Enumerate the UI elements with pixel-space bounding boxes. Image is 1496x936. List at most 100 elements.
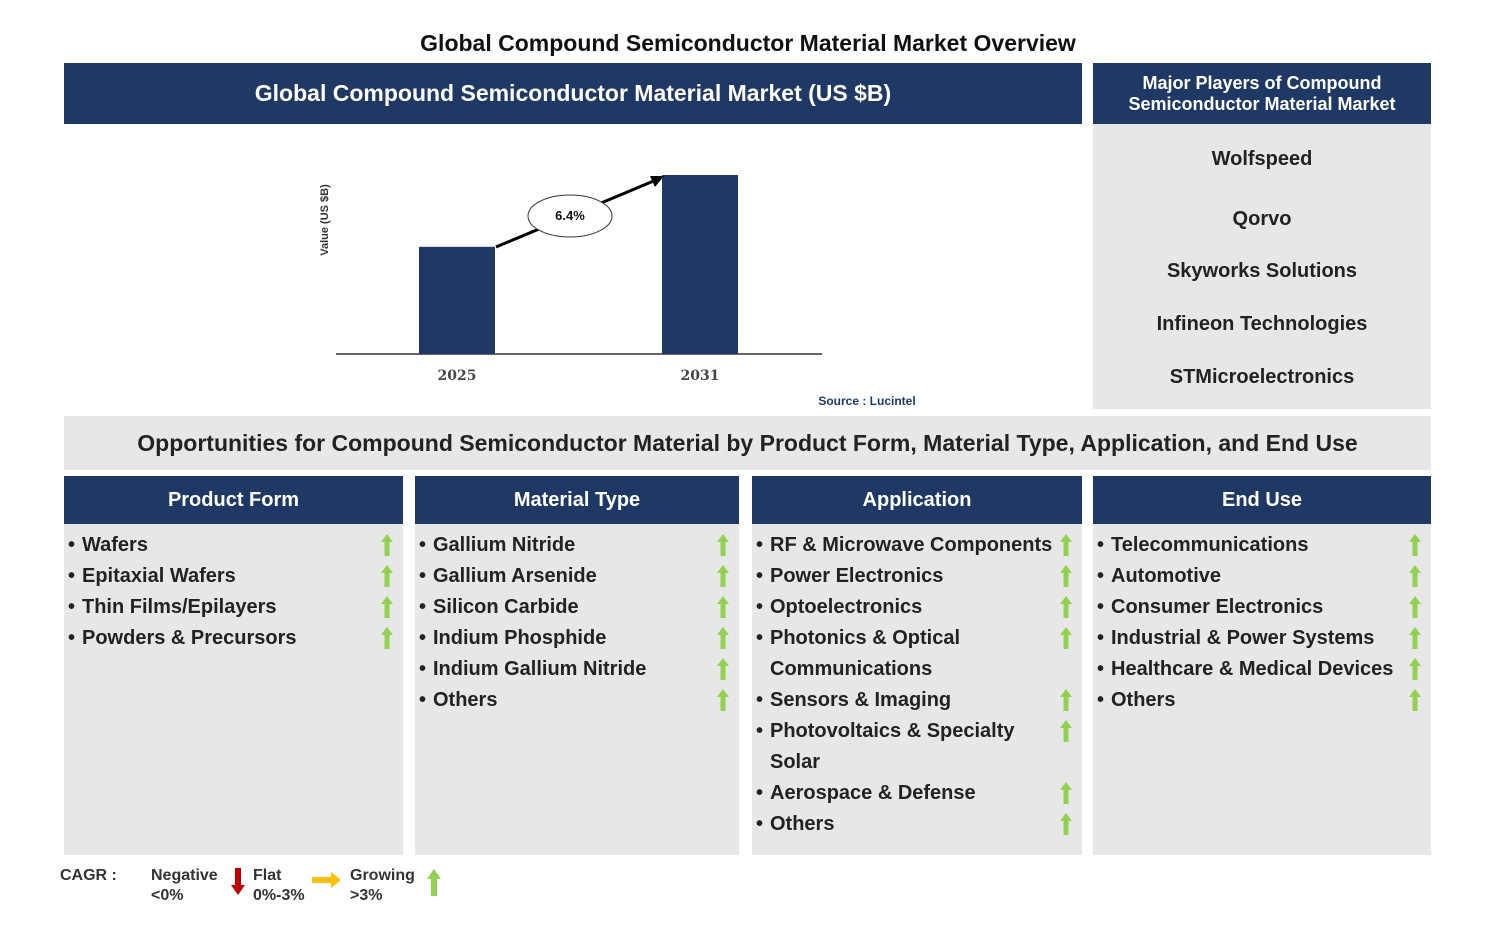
list-item-label: Indium Gallium Nitride	[433, 658, 647, 680]
cagr-annotation: 6.4%	[555, 208, 585, 223]
list-item: Indium Gallium Nitride	[415, 654, 739, 685]
list-item-label: Industrial & Power Systems	[1111, 627, 1375, 649]
growing-arrow-icon	[1060, 813, 1072, 835]
list-item: Photovoltaics & Specialty Solar	[752, 716, 1082, 778]
growing-arrow-icon	[381, 596, 393, 618]
right-arrow-icon	[312, 872, 341, 888]
list-item: Wafers	[64, 530, 403, 561]
arrow-head	[650, 176, 664, 187]
list-item: Others	[1093, 685, 1431, 716]
list-item: RF & Microwave Components	[752, 530, 1082, 561]
column-list: Telecommunications Automotive Consumer Ele…	[1093, 524, 1431, 855]
growing-arrow-icon	[381, 565, 393, 587]
growing-arrow-icon	[1060, 689, 1072, 711]
page-title: Global Compound Semiconductor Material M…	[420, 30, 1076, 56]
legend-flat-label: Flat	[253, 867, 282, 884]
list-item: Silicon Carbide	[415, 592, 739, 623]
list-item-label: Aerospace & Defense	[770, 782, 976, 804]
list-item-label: Sensors & Imaging	[770, 689, 952, 711]
list-item-label: Telecommunications	[1111, 534, 1309, 556]
growing-arrow-icon	[1060, 565, 1072, 587]
list-item-label: Others	[770, 813, 835, 835]
column-header: Product Form	[64, 476, 403, 524]
legend-growing-range: >3%	[350, 887, 383, 904]
source-label: Source : Lucintel	[818, 394, 915, 408]
cagr-ellipse	[527, 194, 613, 238]
growing-arrow-icon	[717, 689, 729, 711]
column-list: Wafers Epitaxial Wafers Thin Films/Epilaye…	[64, 524, 403, 855]
growing-arrow-icon	[717, 627, 729, 649]
player: Wolfspeed	[1211, 148, 1313, 170]
list-item-label: Consumer Electronics	[1111, 596, 1324, 618]
growing-arrow-icon	[1409, 596, 1421, 618]
growing-arrow-icon	[381, 534, 393, 556]
list-item: Powders & Precursors	[64, 623, 403, 654]
list-item: Healthcare & Medical Devices	[1093, 654, 1431, 685]
list-item: Thin Films/Epilayers	[64, 592, 403, 623]
list-item: Photonics & Optical Communications	[752, 623, 1082, 685]
list-item: Others	[415, 685, 739, 716]
list-item: Others	[752, 809, 1082, 840]
list-item: Gallium Nitride	[415, 530, 739, 561]
growing-arrow-icon	[381, 627, 393, 649]
growing-arrow-icon	[717, 565, 729, 587]
list-item-label: Powders & Precursors	[82, 627, 297, 649]
legend-flat-range: 0%-3%	[253, 887, 305, 904]
growing-arrow-icon	[1409, 565, 1421, 587]
legend-growing: Growing >3%	[350, 866, 415, 906]
growing-arrow-icon	[717, 534, 729, 556]
list-item-label: Photovoltaics & Specialty Solar	[770, 720, 1015, 773]
player: Infineon Technologies	[1156, 313, 1368, 335]
column-header: Material Type	[415, 476, 739, 524]
legend-negative: Negative <0%	[151, 866, 218, 906]
list-item-label: Thin Films/Epilayers	[82, 596, 277, 618]
legend-growing-label: Growing	[350, 867, 415, 884]
player: Qorvo	[1232, 208, 1292, 230]
growing-arrow-icon	[1060, 534, 1072, 556]
list-item: Industrial & Power Systems	[1093, 623, 1431, 654]
x-tick-label: 2031	[681, 368, 720, 384]
growing-arrow-icon	[1060, 720, 1072, 742]
legend-negative-label: Negative	[151, 867, 218, 884]
growing-arrow-icon	[1060, 627, 1072, 649]
list-item-label: Gallium Arsenide	[433, 565, 597, 587]
legend-label: CAGR :	[60, 867, 117, 884]
list-item-label: Wafers	[82, 534, 148, 556]
list-item: Epitaxial Wafers	[64, 561, 403, 592]
list-item-label: RF & Microwave Components	[770, 534, 1053, 556]
list-item-label: Epitaxial Wafers	[82, 565, 236, 587]
growing-arrow-icon	[717, 596, 729, 618]
list-item-label: Silicon Carbide	[433, 596, 579, 618]
x-tick-label: 2025	[438, 368, 477, 384]
growing-arrow-icon	[1409, 534, 1421, 556]
list-item: Automotive	[1093, 561, 1431, 592]
list-item: Telecommunications	[1093, 530, 1431, 561]
players-panel: Wolfspeed Qorvo Skyworks Solutions Infin…	[1093, 124, 1431, 409]
list-item-label: Photonics & Optical Communications	[770, 627, 961, 680]
growing-arrow-icon	[717, 658, 729, 680]
list-item: Aerospace & Defense	[752, 778, 1082, 809]
bar-2025	[419, 246, 495, 354]
growing-arrow-icon	[1409, 689, 1421, 711]
list-item-label: Indium Phosphide	[433, 627, 607, 649]
list-item-label: Gallium Nitride	[433, 534, 576, 556]
list-item: Gallium Arsenide	[415, 561, 739, 592]
column-header: Application	[752, 476, 1082, 524]
list-item-label: Healthcare & Medical Devices	[1111, 658, 1394, 680]
list-item-label: Optoelectronics	[770, 596, 923, 618]
market-chart: Value (US $B) 2025 2031 6.4% Source : Luc…	[319, 175, 916, 408]
list-item-label: Automotive	[1111, 565, 1221, 587]
list-item-label: Others	[1111, 689, 1176, 711]
growing-arrow-icon	[1409, 658, 1421, 680]
list-item: Consumer Electronics	[1093, 592, 1431, 623]
legend-flat: Flat 0%-3%	[253, 866, 305, 906]
chart-header: Global Compound Semiconductor Material M…	[64, 63, 1082, 124]
column-list: Gallium Nitride Gallium Arsenide Silicon C…	[415, 524, 739, 855]
list-item: Sensors & Imaging	[752, 685, 1082, 716]
opportunities-banner: Opportunities for Compound Semiconductor…	[64, 416, 1431, 470]
player: STMicroelectronics	[1169, 366, 1355, 388]
growing-arrow-icon	[1409, 627, 1421, 649]
bar-2031	[662, 175, 738, 354]
list-item: Power Electronics	[752, 561, 1082, 592]
column-list: RF & Microwave Components Power Electroni…	[752, 524, 1082, 855]
